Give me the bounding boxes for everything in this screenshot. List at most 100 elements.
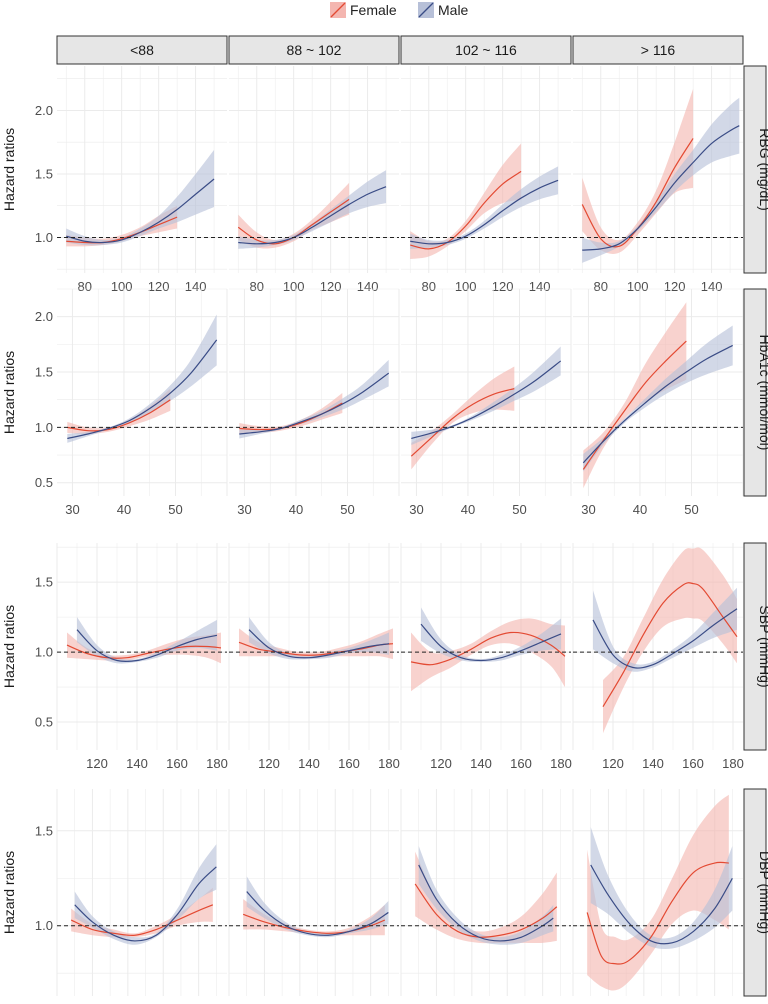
panel-grid (57, 288, 228, 496)
column-strip-3: 102 ~ 116 (400, 35, 572, 65)
x-tick-label: 80 (421, 279, 435, 294)
strip-box (228, 35, 400, 65)
x-tick-label: 180 (378, 756, 400, 771)
male-hr-curve (410, 179, 559, 245)
x-tick-label: 50 (340, 502, 354, 517)
female-hr-curve (602, 582, 738, 707)
x-tick-label: 180 (550, 756, 572, 771)
female-ci-band (587, 794, 729, 991)
x-tick-label: 140 (126, 756, 148, 771)
y-tick-label: 0.5 (35, 715, 53, 730)
panel-plot (70, 844, 217, 945)
x-tick-label: 180 (206, 756, 228, 771)
y-tick-label: 1.0 (35, 918, 53, 933)
x-tick-label: 100 (455, 279, 477, 294)
x-tick-label: 80 (593, 279, 607, 294)
male-hr-curve (239, 372, 390, 435)
panel-r4-c2: 60708090100 (222, 789, 399, 1004)
x-tick-label: 80 (249, 279, 263, 294)
x-tick-label: 80 (77, 279, 91, 294)
male-ci-band (246, 876, 389, 938)
x-tick-label: 160 (510, 756, 532, 771)
x-tick-label: 50 (168, 502, 182, 517)
panel-plot (66, 149, 215, 247)
y-tick-label: 1.0 (35, 420, 53, 435)
panel-r2-c2: 30 40 50 (229, 288, 400, 517)
column-strip-label: > 116 (641, 42, 676, 58)
column-strip-2: 88 ~ 102 (228, 35, 400, 65)
column-strips: <88 88 ~ 102 102 ~ 116 > 116 (56, 35, 744, 65)
x-tick-label: 40 (461, 502, 475, 517)
male-ci-band (590, 826, 733, 950)
panel-plot (238, 617, 394, 660)
row-strip-box (743, 542, 767, 751)
panel-r2-c3: 30 40 50 (401, 288, 572, 517)
female-hr-curve (414, 883, 558, 938)
x-tick-label: 140 (642, 756, 664, 771)
x-tick-label: 140 (357, 279, 379, 294)
legend-key-line (418, 2, 434, 18)
male-hr-curve (418, 864, 554, 942)
x-tick-label: 120 (602, 756, 624, 771)
row-strip: DBP (mmHg) (743, 788, 768, 997)
strip-box (572, 35, 744, 65)
female-hr-curve (66, 216, 178, 244)
panel-r3-c4: 120 140 160 180 (572, 543, 744, 771)
male-ci-band (77, 617, 217, 664)
x-tick-label: 120 (492, 279, 514, 294)
male-ci-band (66, 149, 215, 246)
x-tick-label: 160 (682, 756, 704, 771)
female-hr-curve (70, 904, 214, 936)
x-tick-label: 120 (430, 756, 452, 771)
panel-r1-c3: 80 100 120 140 (401, 66, 571, 294)
female-hr-curve (586, 861, 729, 965)
y-tick-label: 1.0 (35, 230, 53, 245)
panel-plot (581, 88, 740, 263)
x-tick-label: 30 (65, 502, 79, 517)
facet-row-3: Hazard ratios 0.5 1.0 1.5 SBP (mmHg) 120 140 16… (1, 542, 768, 771)
panel-r4-c1: 60708090100 (50, 789, 227, 1004)
column-strip-4: > 116 (572, 35, 744, 65)
x-tick-label: 120 (664, 279, 686, 294)
y-tick-label: 1.5 (35, 823, 53, 838)
x-tick-label: 160 (166, 756, 188, 771)
panel-r1-c4: 80 100 120 140 (573, 66, 743, 294)
female-hr-curve (410, 170, 522, 250)
row-strip: HbA1c (mmol/mol) (743, 288, 768, 497)
male-hr-curve (590, 864, 733, 945)
x-tick-label: 100 (283, 279, 305, 294)
panel-plot (67, 314, 218, 443)
strip-box (400, 35, 572, 65)
panel-r4-c4: 60708090100 (566, 789, 743, 1004)
facet-row-1: Hazard ratios 1.0 1.5 2.0 RBG (mg/dL) 80 100 12… (1, 65, 768, 294)
facet-row-2: Hazard ratios 0.5 1.0 1.5 2.0 HbA1c (mmol/mol… (1, 288, 768, 517)
legend-key-line (330, 2, 346, 18)
male-ci-band (582, 97, 740, 263)
facet-row-4: Hazard ratios 1.0 1.5 DBP (mmHg) 60708090100… (1, 788, 768, 1004)
female-ci-band (411, 618, 565, 692)
x-tick-label: 50 (512, 502, 526, 517)
female-hr-curve (66, 644, 222, 659)
x-tick-label: 30 (237, 502, 251, 517)
male-ci-band (418, 845, 554, 945)
female-hr-curve (67, 399, 171, 432)
panel-grid (400, 789, 571, 996)
male-ci-band (411, 346, 561, 446)
male-ci-band (67, 314, 217, 443)
x-tick-label: 50 (684, 502, 698, 517)
male-ci-band (249, 617, 389, 660)
y-tick-label: 0.5 (35, 475, 53, 490)
x-tick-label: 120 (86, 756, 108, 771)
y-tick-label: 2.0 (35, 309, 53, 324)
panel-plot (410, 143, 559, 260)
male-hr-curve (76, 629, 218, 663)
panel-plot (592, 547, 738, 734)
male-ci-band (74, 844, 217, 945)
male-ci-band (583, 325, 733, 472)
x-tick-label: 120 (148, 279, 170, 294)
x-tick-label: 140 (529, 279, 551, 294)
panel-grid (228, 789, 399, 996)
strip-box (56, 35, 228, 65)
male-ci-band (238, 170, 387, 249)
